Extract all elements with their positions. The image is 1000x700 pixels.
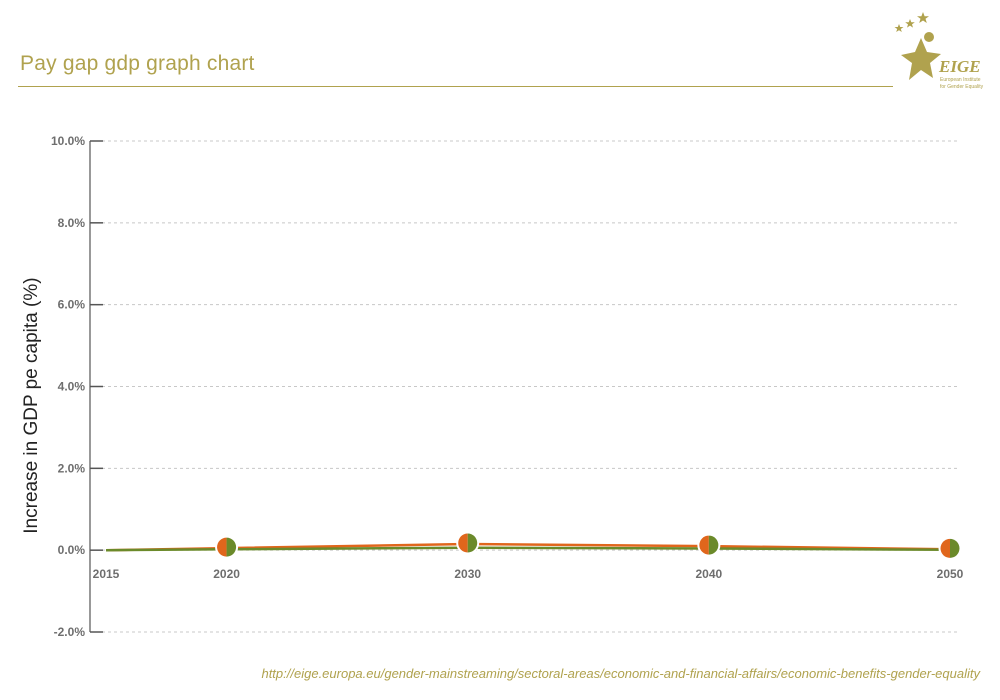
data-point-marker[interactable] (456, 531, 480, 555)
marker-left-half (699, 535, 709, 555)
logo-text: EIGE (938, 57, 981, 76)
marker-left-half (940, 538, 950, 558)
marker-left-half (458, 533, 468, 553)
logo-star-figure (901, 38, 941, 80)
marker-layer (215, 531, 962, 560)
y-tick-label: 0.0% (58, 543, 86, 557)
x-tick-label: 2040 (696, 567, 723, 581)
y-tick-label: 10.0% (51, 134, 85, 148)
data-point-marker[interactable] (215, 535, 239, 559)
y-tick-label: 4.0% (58, 380, 86, 394)
data-point-marker[interactable] (697, 533, 721, 557)
y-tick-label: 8.0% (58, 216, 86, 230)
y-tick-labels: -2.0% 0.0% 2.0% 4.0% 6.0% 8.0% 10.0% (51, 134, 85, 639)
logo-subtitle-2: for Gender Equality (940, 84, 984, 90)
data-point-marker[interactable] (938, 536, 962, 560)
logo-figure-head (924, 32, 934, 42)
marker-right-half (467, 533, 478, 553)
y-tick-label: 2.0% (58, 461, 86, 475)
x-tick-label: 2050 (937, 567, 964, 581)
x-tick-labels: 2015 2020 2030 2040 2050 (93, 567, 964, 581)
x-tick-label: 2030 (454, 567, 481, 581)
logo-star-small-3 (917, 12, 929, 23)
logo-star-small-2 (905, 19, 915, 28)
marker-right-half (950, 538, 960, 558)
logo-subtitle-1: European Institute (940, 77, 981, 83)
marker-right-half (226, 537, 237, 557)
grid-layer (90, 140, 958, 633)
logo-star-small-1 (894, 24, 904, 32)
eige-logo: EIGE European Institute for Gender Equal… (894, 12, 984, 90)
source-link[interactable]: http://eige.europa.eu/gender-mainstreami… (261, 666, 980, 681)
page-title: Pay gap gdp graph chart (20, 52, 255, 75)
marker-left-half (217, 537, 227, 557)
x-tick-label: 2015 (93, 567, 120, 581)
y-tick-label: 6.0% (58, 298, 86, 312)
y-axis-label: Increase in GDP pe capita (%) (21, 277, 42, 533)
marker-right-half (708, 535, 719, 555)
title-divider (18, 86, 893, 87)
x-tick-label: 2020 (213, 567, 240, 581)
y-tick-label: -2.0% (54, 625, 86, 639)
